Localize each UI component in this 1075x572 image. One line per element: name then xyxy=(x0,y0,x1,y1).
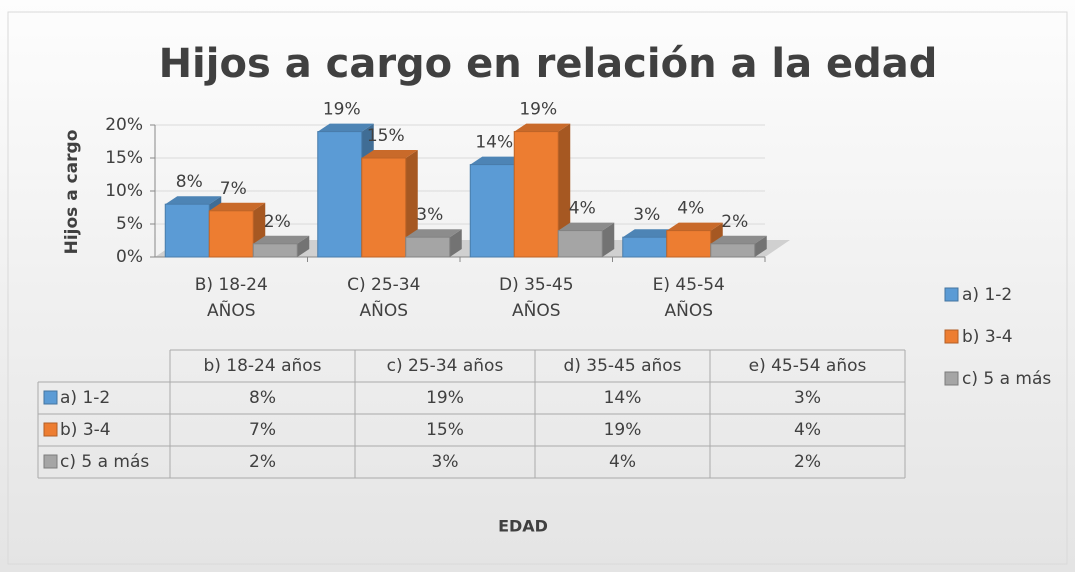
y-tick-label: 15% xyxy=(105,148,143,168)
x-axis-title: EDAD xyxy=(498,517,548,536)
bar-top xyxy=(209,202,266,211)
bar-top xyxy=(666,222,723,231)
table-legend-key xyxy=(43,454,58,469)
table-header: b) 18-24 años xyxy=(203,356,321,376)
table-cell: 7% xyxy=(249,420,276,440)
bar-front xyxy=(164,203,210,258)
table-row-label: a) 1-2 xyxy=(60,388,110,408)
x-tick-label: D) 35-45 AÑOS xyxy=(498,275,574,321)
y-tick-label: 10% xyxy=(105,181,143,201)
x-tick-label: E) 45-54 AÑOS xyxy=(652,275,725,321)
y-tick-label: 0% xyxy=(116,247,143,267)
bar-side xyxy=(754,235,767,257)
table-cell: 4% xyxy=(609,452,636,472)
bar-top xyxy=(361,150,418,158)
table-cell: 19% xyxy=(426,388,464,408)
legend-key xyxy=(944,371,959,386)
data-label: 19% xyxy=(323,100,361,120)
data-label: 8% xyxy=(176,172,203,192)
data-label: 15% xyxy=(367,126,405,146)
legend-label: a) 1-2 xyxy=(962,285,1012,305)
bar-front xyxy=(405,236,451,258)
bar xyxy=(208,202,266,258)
bar xyxy=(405,229,462,258)
table-legend-key xyxy=(43,390,58,405)
data-label: 2% xyxy=(264,212,291,232)
bar-top xyxy=(317,123,374,132)
bar-top xyxy=(558,222,615,231)
bar-side xyxy=(405,150,418,257)
bar-front xyxy=(208,210,254,258)
y-tick-label: 20% xyxy=(105,115,143,135)
x-tick-label: C) 25-34 AÑOS xyxy=(347,275,421,321)
data-label: 4% xyxy=(677,199,704,219)
data-label: 7% xyxy=(220,179,247,199)
table-row-label: c) 5 a más xyxy=(60,452,149,472)
bar-top xyxy=(165,196,222,205)
legend-label: b) 3-4 xyxy=(962,327,1013,347)
table-cell: 3% xyxy=(432,452,459,472)
table-cell: 3% xyxy=(794,388,821,408)
bar xyxy=(513,123,571,258)
table-cell: 4% xyxy=(794,420,821,440)
bar-front xyxy=(710,243,756,258)
table-row-label: b) 3-4 xyxy=(60,420,111,440)
data-label: 19% xyxy=(519,100,557,120)
chart-title: Hijos a cargo en relación a la edad xyxy=(159,41,938,87)
bar-top xyxy=(405,229,462,238)
bar-front xyxy=(622,236,668,258)
data-label: 3% xyxy=(416,205,443,225)
bar-side xyxy=(449,229,462,257)
bar-top xyxy=(622,229,679,238)
table-cell: 2% xyxy=(249,452,276,472)
bar xyxy=(361,150,418,258)
y-tick-label: 5% xyxy=(116,214,143,234)
data-label: 4% xyxy=(569,199,596,219)
bar xyxy=(557,222,615,258)
bar-top xyxy=(514,123,571,132)
table-header: e) 45-54 años xyxy=(749,356,867,376)
chart-border xyxy=(7,11,1068,565)
table-header: c) 25-34 años xyxy=(387,356,504,376)
legend-key xyxy=(944,287,959,302)
bar-front xyxy=(361,157,407,258)
table-cell: 2% xyxy=(794,452,821,472)
table-legend-key xyxy=(43,422,58,437)
data-label: 3% xyxy=(633,205,660,225)
bar-front xyxy=(557,230,603,258)
bar-top xyxy=(470,156,527,165)
bar-front xyxy=(513,131,559,258)
table-header: d) 35-45 años xyxy=(563,356,681,376)
data-label: 14% xyxy=(475,133,513,153)
bar-side xyxy=(602,222,615,257)
bar-front xyxy=(317,131,363,258)
table-cell: 14% xyxy=(604,388,642,408)
bar-side xyxy=(297,235,310,257)
bar-front xyxy=(666,230,712,258)
table-cell: 19% xyxy=(604,420,642,440)
bar-front xyxy=(252,243,298,258)
bar-top xyxy=(253,235,310,244)
bar xyxy=(710,235,767,258)
x-tick-label: B) 18-24 AÑOS xyxy=(194,275,268,321)
data-label: 2% xyxy=(721,212,748,232)
bar-top xyxy=(710,235,767,244)
table-cell: 8% xyxy=(249,388,276,408)
table-cell: 15% xyxy=(426,420,464,440)
bar xyxy=(252,235,310,258)
bar-side xyxy=(558,123,571,257)
bar-front xyxy=(469,164,515,258)
legend-key xyxy=(944,329,959,344)
legend-label: c) 5 a más xyxy=(962,369,1051,389)
y-axis-title: Hijos a cargo xyxy=(62,130,82,255)
